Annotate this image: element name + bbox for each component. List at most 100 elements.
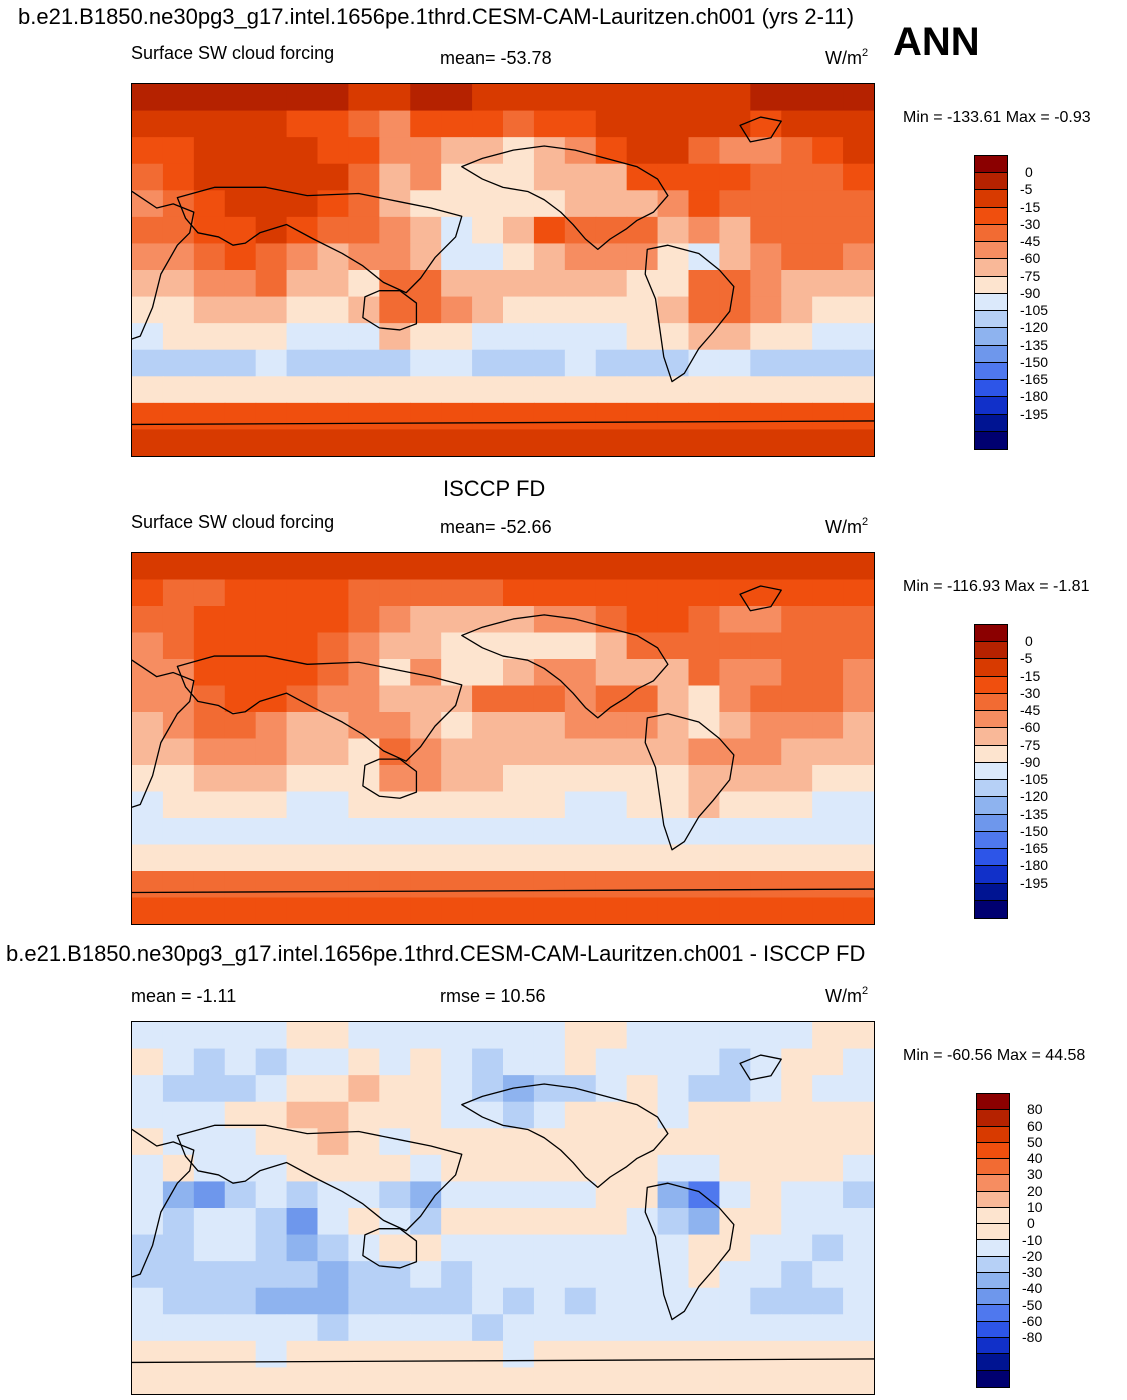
grid-cell [719,579,751,607]
grid-cell [533,579,566,607]
grid-cell [533,685,566,713]
grid-cell [564,1101,597,1129]
grid-cell [843,216,874,245]
grid-cell [626,897,659,924]
grid-cell [503,1287,535,1315]
grid-cell [286,712,319,740]
grid-cell [224,844,257,872]
grid-cell [286,1022,319,1050]
grid-cell [719,1314,751,1342]
grid-cell [379,1287,411,1315]
grid-cell [317,296,350,324]
grid-cell [162,1048,195,1076]
grid-cell [132,632,164,660]
grid-cell [533,402,566,431]
grid-cell [224,1048,257,1076]
grid-cell [132,1154,164,1183]
grid-cell [533,738,566,766]
grid-cell [224,1022,257,1050]
grid-cell [348,606,380,634]
grid-cell [162,243,195,271]
grid-cell [224,553,257,581]
grid-cell [719,1075,751,1103]
grid-cell [688,110,721,138]
grid-cell [472,402,504,431]
grid-cell [533,1075,566,1103]
colorbar-swatch [975,625,1007,643]
grid-cell [688,1075,721,1103]
grid-cell [750,659,782,687]
grid-cell [224,163,257,191]
grid-cell [193,429,226,456]
grid-cell [255,632,288,660]
grid-cell [379,163,411,191]
grid-cell [193,712,226,740]
panel-3-minmax: Min = -60.56 Max = 44.58 [903,1047,1086,1064]
grid-cell [503,1101,535,1129]
grid-cell [626,606,659,634]
panel-3-units: W/m2 [825,985,869,1006]
grid-cell [379,137,411,165]
grid-cell [719,553,751,581]
grid-cell [564,579,597,607]
grid-cell [688,738,721,766]
grid-cell [564,553,597,581]
grid-cell [595,216,628,245]
grid-cell [843,606,874,634]
colorbar-swatch [975,900,1007,918]
grid-cell [812,553,844,581]
grid-cell [750,1101,782,1129]
grid-cell [503,1261,535,1289]
grid-cell [812,270,844,298]
grid-cell [719,738,751,766]
grid-cell [193,216,226,245]
grid-cell [255,190,288,218]
grid-cell [193,243,226,271]
grid-cell [348,844,380,872]
grid-cell [441,765,473,793]
grid-cell [162,110,195,138]
grid-cell [719,818,751,846]
coastline-path [132,1128,195,1278]
colorbar-swatch [975,190,1007,208]
grid-cell [472,844,504,872]
grid-cell [348,1048,380,1076]
grid-cell [812,871,844,899]
colorbar-tick-label: 0 [1025,633,1033,650]
colorbar-tick-label: -60 [1022,1312,1043,1329]
grid-cell [132,1340,164,1369]
grid-cell [533,1154,566,1183]
grid-cell [441,818,473,846]
panel-2-variable-title: Surface SW cloud forcing [131,512,335,532]
grid-cell [472,190,504,218]
grid-cell [286,1340,319,1369]
grid-cell [503,632,535,660]
grid-cell [595,632,628,660]
grid-cell [503,897,535,924]
grid-cell [132,243,164,271]
grid-cell [286,1181,319,1209]
grid-cell [410,553,442,581]
grid-cell [533,216,566,245]
grid-cell [719,110,751,138]
grid-cell [533,1261,566,1289]
grid-cell [564,712,597,740]
grid-cell [286,897,319,924]
grid-cell [750,1022,782,1050]
grid-cell [348,1075,380,1103]
grid-cell [657,110,690,138]
colorbar-swatch [975,207,1007,225]
grid-cell [132,1048,164,1076]
grid-cell [812,579,844,607]
grid-cell [193,1128,226,1156]
grid-cell [503,712,535,740]
grid-cell [533,632,566,660]
grid-cell [781,1287,813,1315]
grid-cell [503,163,535,191]
grid-cell [348,376,380,404]
grid-cell [843,402,874,431]
grid-cell [317,1314,350,1342]
grid-cell [317,1234,350,1262]
grid-cell [688,632,721,660]
colorbar-swatch [977,1370,1009,1387]
